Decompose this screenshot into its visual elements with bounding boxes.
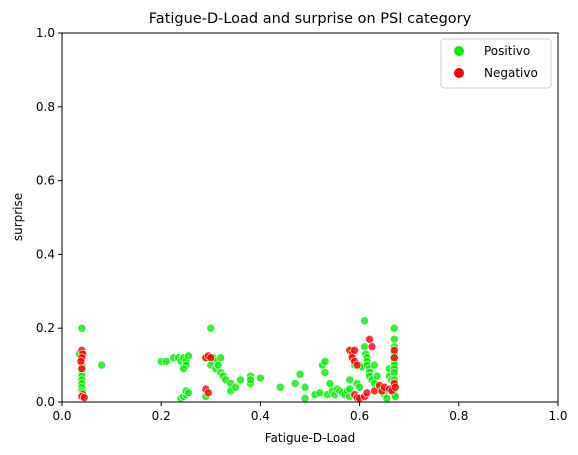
data-point-positivo — [213, 360, 223, 370]
data-point-positivo — [161, 357, 171, 366]
y-tick-label: 0.4 — [36, 247, 55, 261]
data-point-positivo — [320, 368, 330, 377]
y-axis-label: surprise — [11, 193, 25, 241]
data-point-positivo — [97, 360, 106, 370]
x-axis-label: Fatigue-D-Load — [265, 431, 356, 445]
data-point-negativo — [362, 388, 372, 398]
data-point-positivo — [256, 373, 265, 383]
data-point-positivo — [275, 382, 285, 392]
data-point-negativo — [391, 382, 400, 392]
data-point-positivo — [355, 382, 364, 392]
data-point-positivo — [236, 375, 245, 385]
data-point-positivo — [184, 351, 193, 361]
data-point-negativo — [80, 393, 89, 402]
data-point-positivo — [295, 370, 305, 379]
x-axis-ticks: 0.0 0.2 0.4 0.6 0.8 1.0 — [52, 402, 568, 423]
data-point-positivo — [231, 382, 240, 392]
data-point-positivo — [325, 379, 335, 388]
x-tick-label: 0.6 — [350, 409, 369, 423]
data-point-positivo — [246, 375, 255, 385]
data-point-positivo — [390, 334, 399, 344]
y-axis-ticks: 0.0 0.2 0.4 0.6 0.8 1.0 — [36, 26, 62, 409]
data-point-negativo — [365, 334, 374, 344]
legend-marker-positivo — [454, 46, 464, 56]
x-tick-label: 0.2 — [152, 409, 171, 423]
legend-box — [440, 38, 552, 89]
legend-marker-negativo — [454, 68, 464, 78]
data-point-positivo — [345, 375, 354, 385]
chart-title: Fatigue-D-Load and surprise on PSI categ… — [149, 11, 472, 27]
data-point-positivo — [315, 388, 325, 398]
data-point-positivo — [320, 357, 330, 366]
data-point-positivo — [300, 382, 310, 392]
data-point-positivo — [390, 368, 399, 377]
data-point-positivo — [370, 360, 379, 370]
y-tick-label: 0.2 — [36, 321, 55, 335]
data-point-negativo — [367, 342, 377, 351]
y-tick-label: 0.6 — [36, 174, 55, 188]
data-point-negativo — [350, 346, 359, 355]
data-point-positivo — [184, 388, 193, 398]
y-tick-label: 0.8 — [36, 100, 55, 114]
legend: Positivo Negativo — [440, 38, 552, 89]
data-point-positivo — [206, 323, 216, 333]
data-point-positivo — [345, 384, 354, 394]
data-point-positivo — [360, 316, 369, 326]
data-point-positivo — [390, 323, 399, 333]
legend-label-negativo: Negativo — [484, 66, 538, 80]
x-tick-label: 0.0 — [52, 409, 71, 423]
x-tick-label: 0.8 — [449, 409, 468, 423]
legend-label-positivo: Positivo — [484, 44, 530, 58]
y-tick-label: 1.0 — [36, 26, 55, 40]
data-point-negativo — [204, 388, 213, 398]
data-point-negativo — [77, 364, 87, 374]
data-point-negativo — [390, 346, 399, 355]
data-point-positivo — [290, 379, 300, 388]
data-point-positivo — [77, 323, 87, 333]
data-point-positivo — [372, 371, 382, 381]
plot-points — [75, 316, 400, 403]
x-tick-label: 1.0 — [548, 409, 567, 423]
data-point-positivo — [216, 353, 226, 363]
data-point-negativo — [76, 357, 86, 366]
data-point-negativo — [390, 353, 399, 363]
data-point-positivo — [360, 342, 369, 351]
data-point-positivo — [300, 394, 310, 403]
data-point-negativo — [352, 360, 362, 370]
y-tick-label: 0.0 — [36, 395, 55, 409]
data-point-positivo — [179, 364, 188, 374]
plot-frame — [61, 32, 559, 403]
data-point-positivo — [382, 394, 392, 403]
data-point-negativo — [206, 353, 216, 363]
x-tick-label: 0.4 — [251, 409, 270, 423]
